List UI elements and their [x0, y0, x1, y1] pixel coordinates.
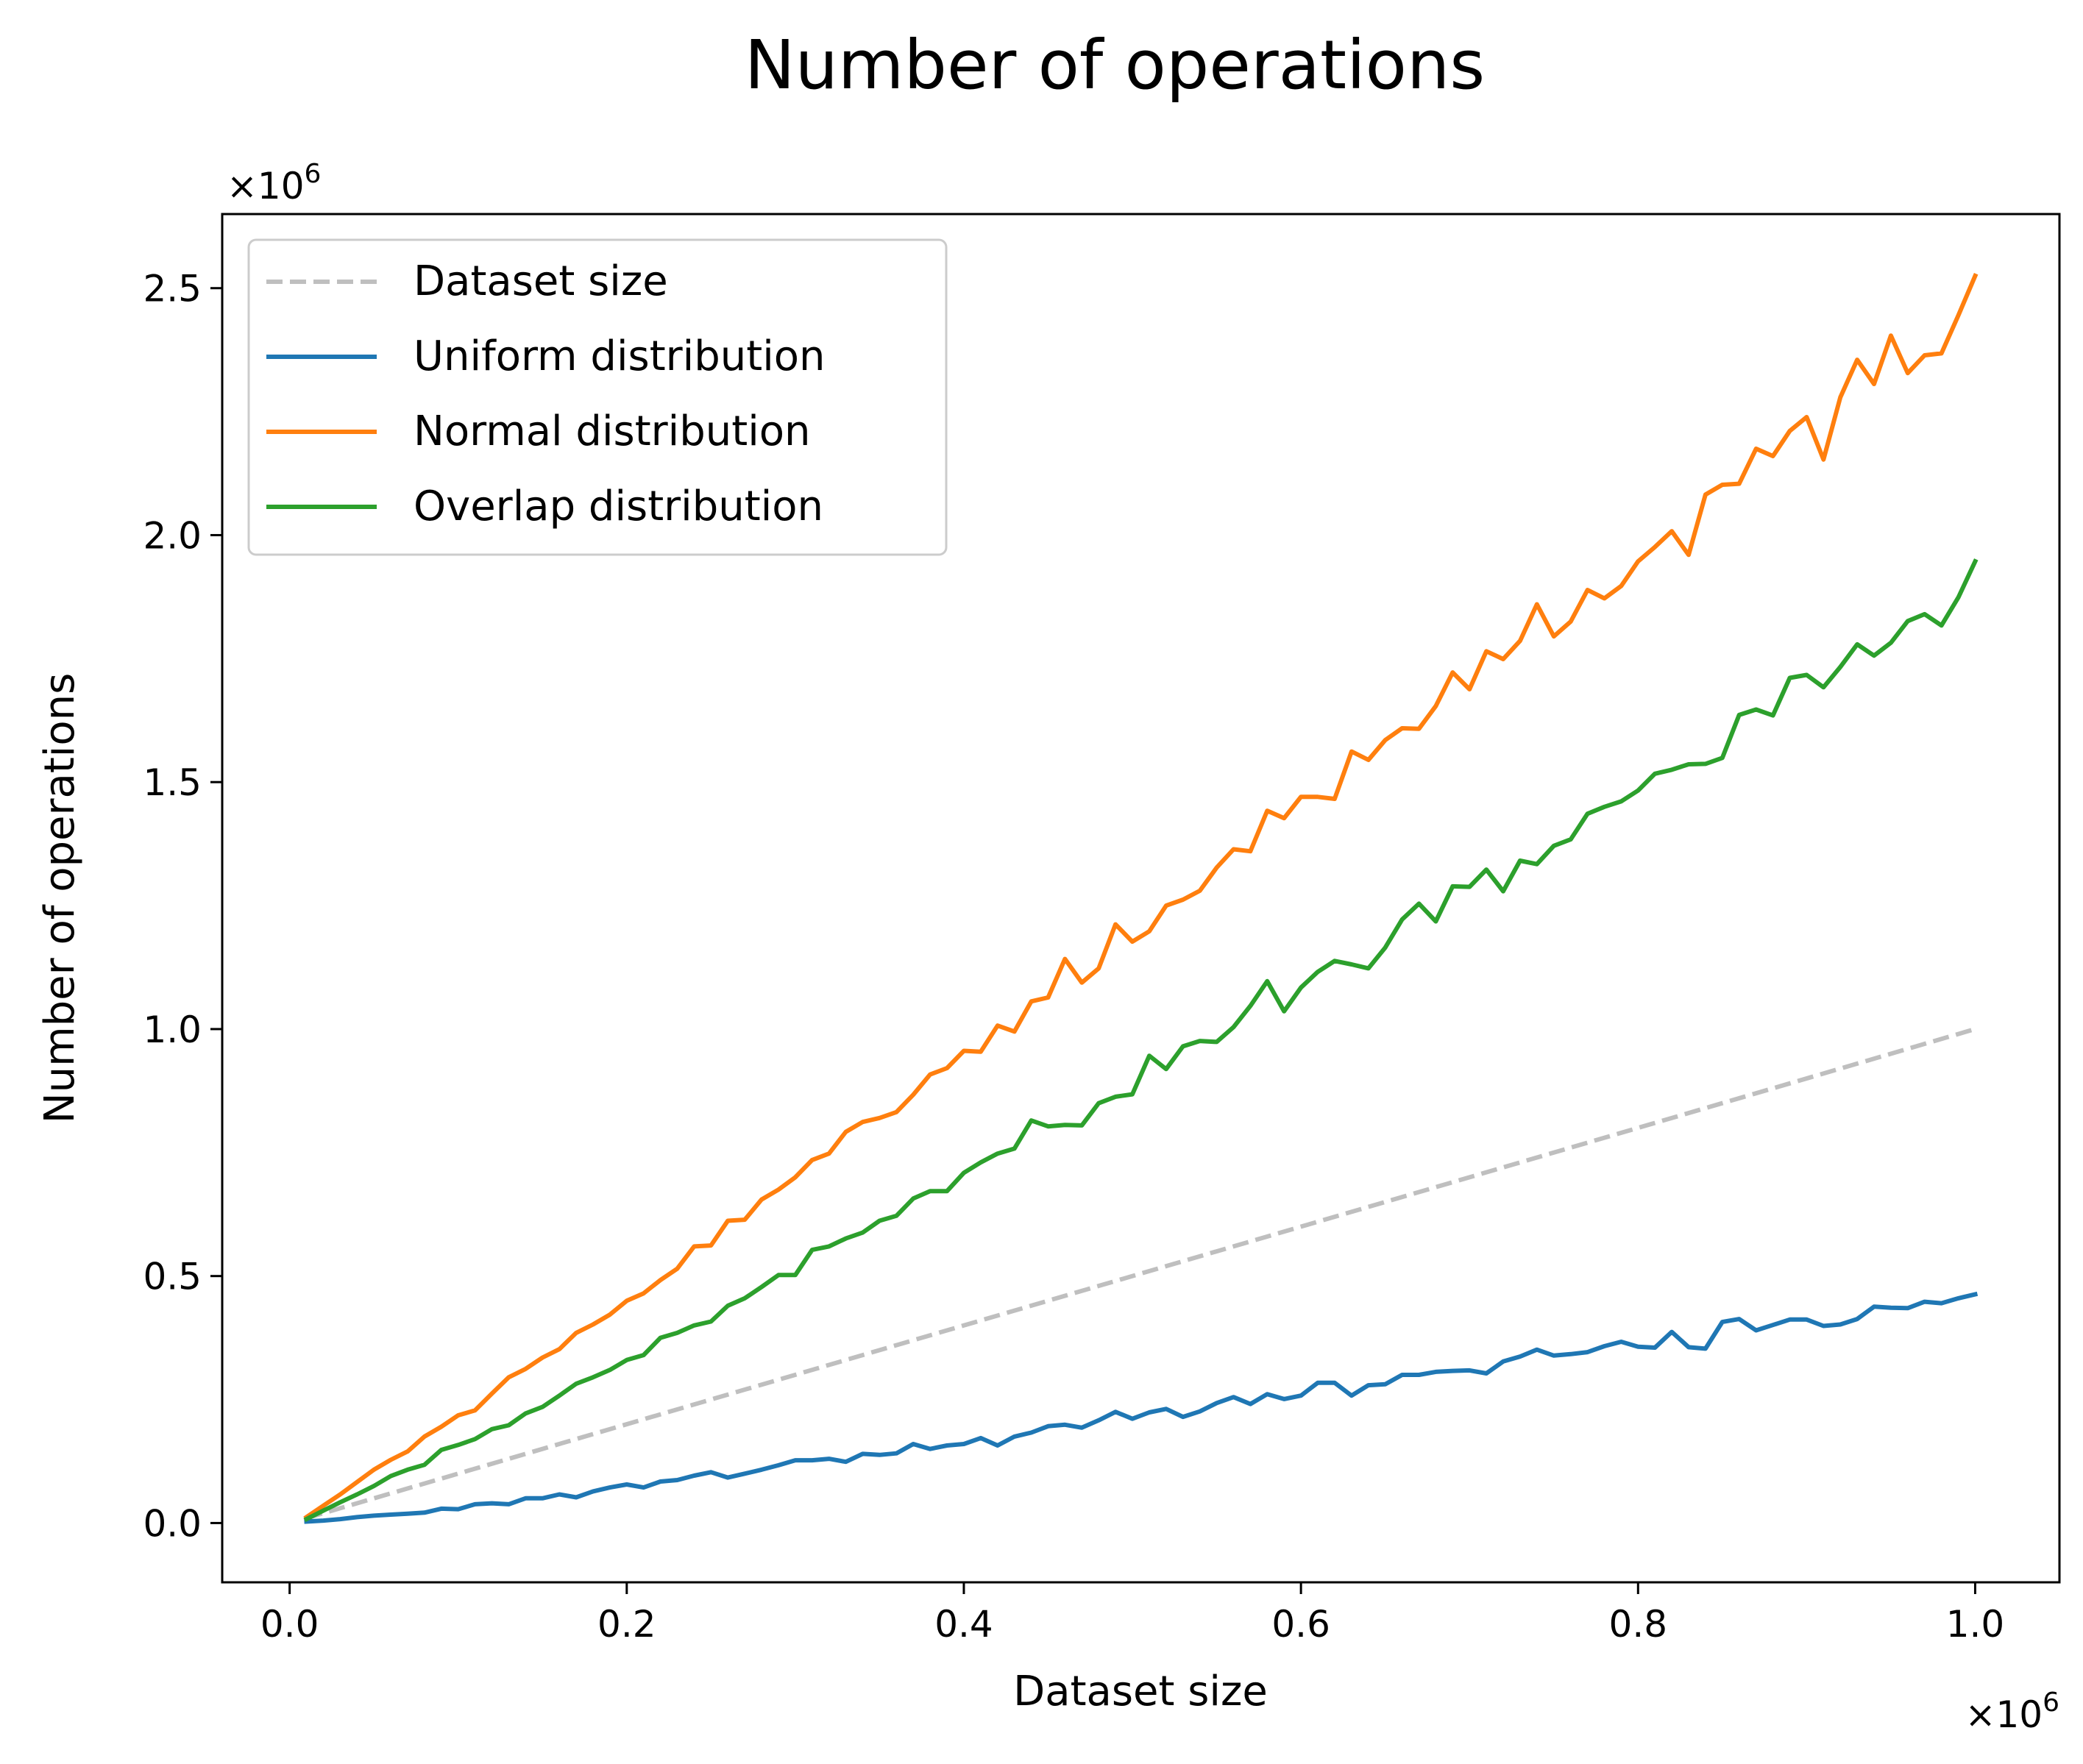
x-tick-label: 0.0: [260, 1603, 319, 1646]
y-tick-label: 1.5: [143, 761, 202, 804]
y-tick-label: 2.0: [143, 514, 202, 557]
legend-label: Normal distribution: [414, 408, 811, 455]
y-offset-base: ×10: [227, 165, 305, 207]
x-tick-label: 1.0: [1946, 1603, 2005, 1646]
x-tick-label: 0.2: [597, 1603, 656, 1646]
y-tick-label: 0.5: [143, 1256, 202, 1298]
y-tick-label: 1.0: [143, 1009, 202, 1051]
series-line-normal-distribution: [303, 272, 1979, 1521]
plot-area: [221, 213, 2061, 1584]
legend-label: Uniform distribution: [414, 332, 826, 380]
x-offset-label: ×106: [1965, 1687, 2059, 1736]
y-offset-exponent: 6: [305, 159, 322, 189]
x-tick-label: 0.4: [934, 1603, 993, 1646]
legend: Dataset size Uniform distribution Normal d…: [247, 238, 948, 556]
y-tick-label: 0.0: [143, 1502, 202, 1545]
series-line-dataset-size: [305, 1027, 1976, 1521]
x-offset-exponent: 6: [2043, 1687, 2059, 1718]
series-line-overlap-distribution: [303, 558, 1979, 1523]
chart-title: Number of operations: [745, 26, 1485, 104]
y-axis-ticks: 0.0 0.5 1.0 1.5 2.0 2.5: [143, 268, 222, 1545]
y-offset-label: ×106: [227, 159, 321, 207]
x-axis-ticks: 0.0 0.2 0.4 0.6 0.8 1.0: [260, 1582, 2004, 1646]
x-tick-label: 0.6: [1271, 1603, 1330, 1646]
x-offset-base: ×10: [1965, 1693, 2043, 1736]
axes-frame: [221, 213, 2061, 1584]
legend-box: [247, 238, 948, 556]
y-axis-label: Number of operations: [36, 673, 84, 1124]
series-line-uniform-distribution: [304, 1291, 1979, 1524]
series-layer: [303, 272, 1979, 1524]
legend-label: Dataset size: [414, 257, 668, 305]
x-axis-label: Dataset size: [1013, 1668, 1268, 1715]
legend-label: Overlap distribution: [414, 483, 823, 530]
y-tick-label: 2.5: [143, 268, 202, 310]
x-tick-label: 0.8: [1609, 1603, 1668, 1646]
